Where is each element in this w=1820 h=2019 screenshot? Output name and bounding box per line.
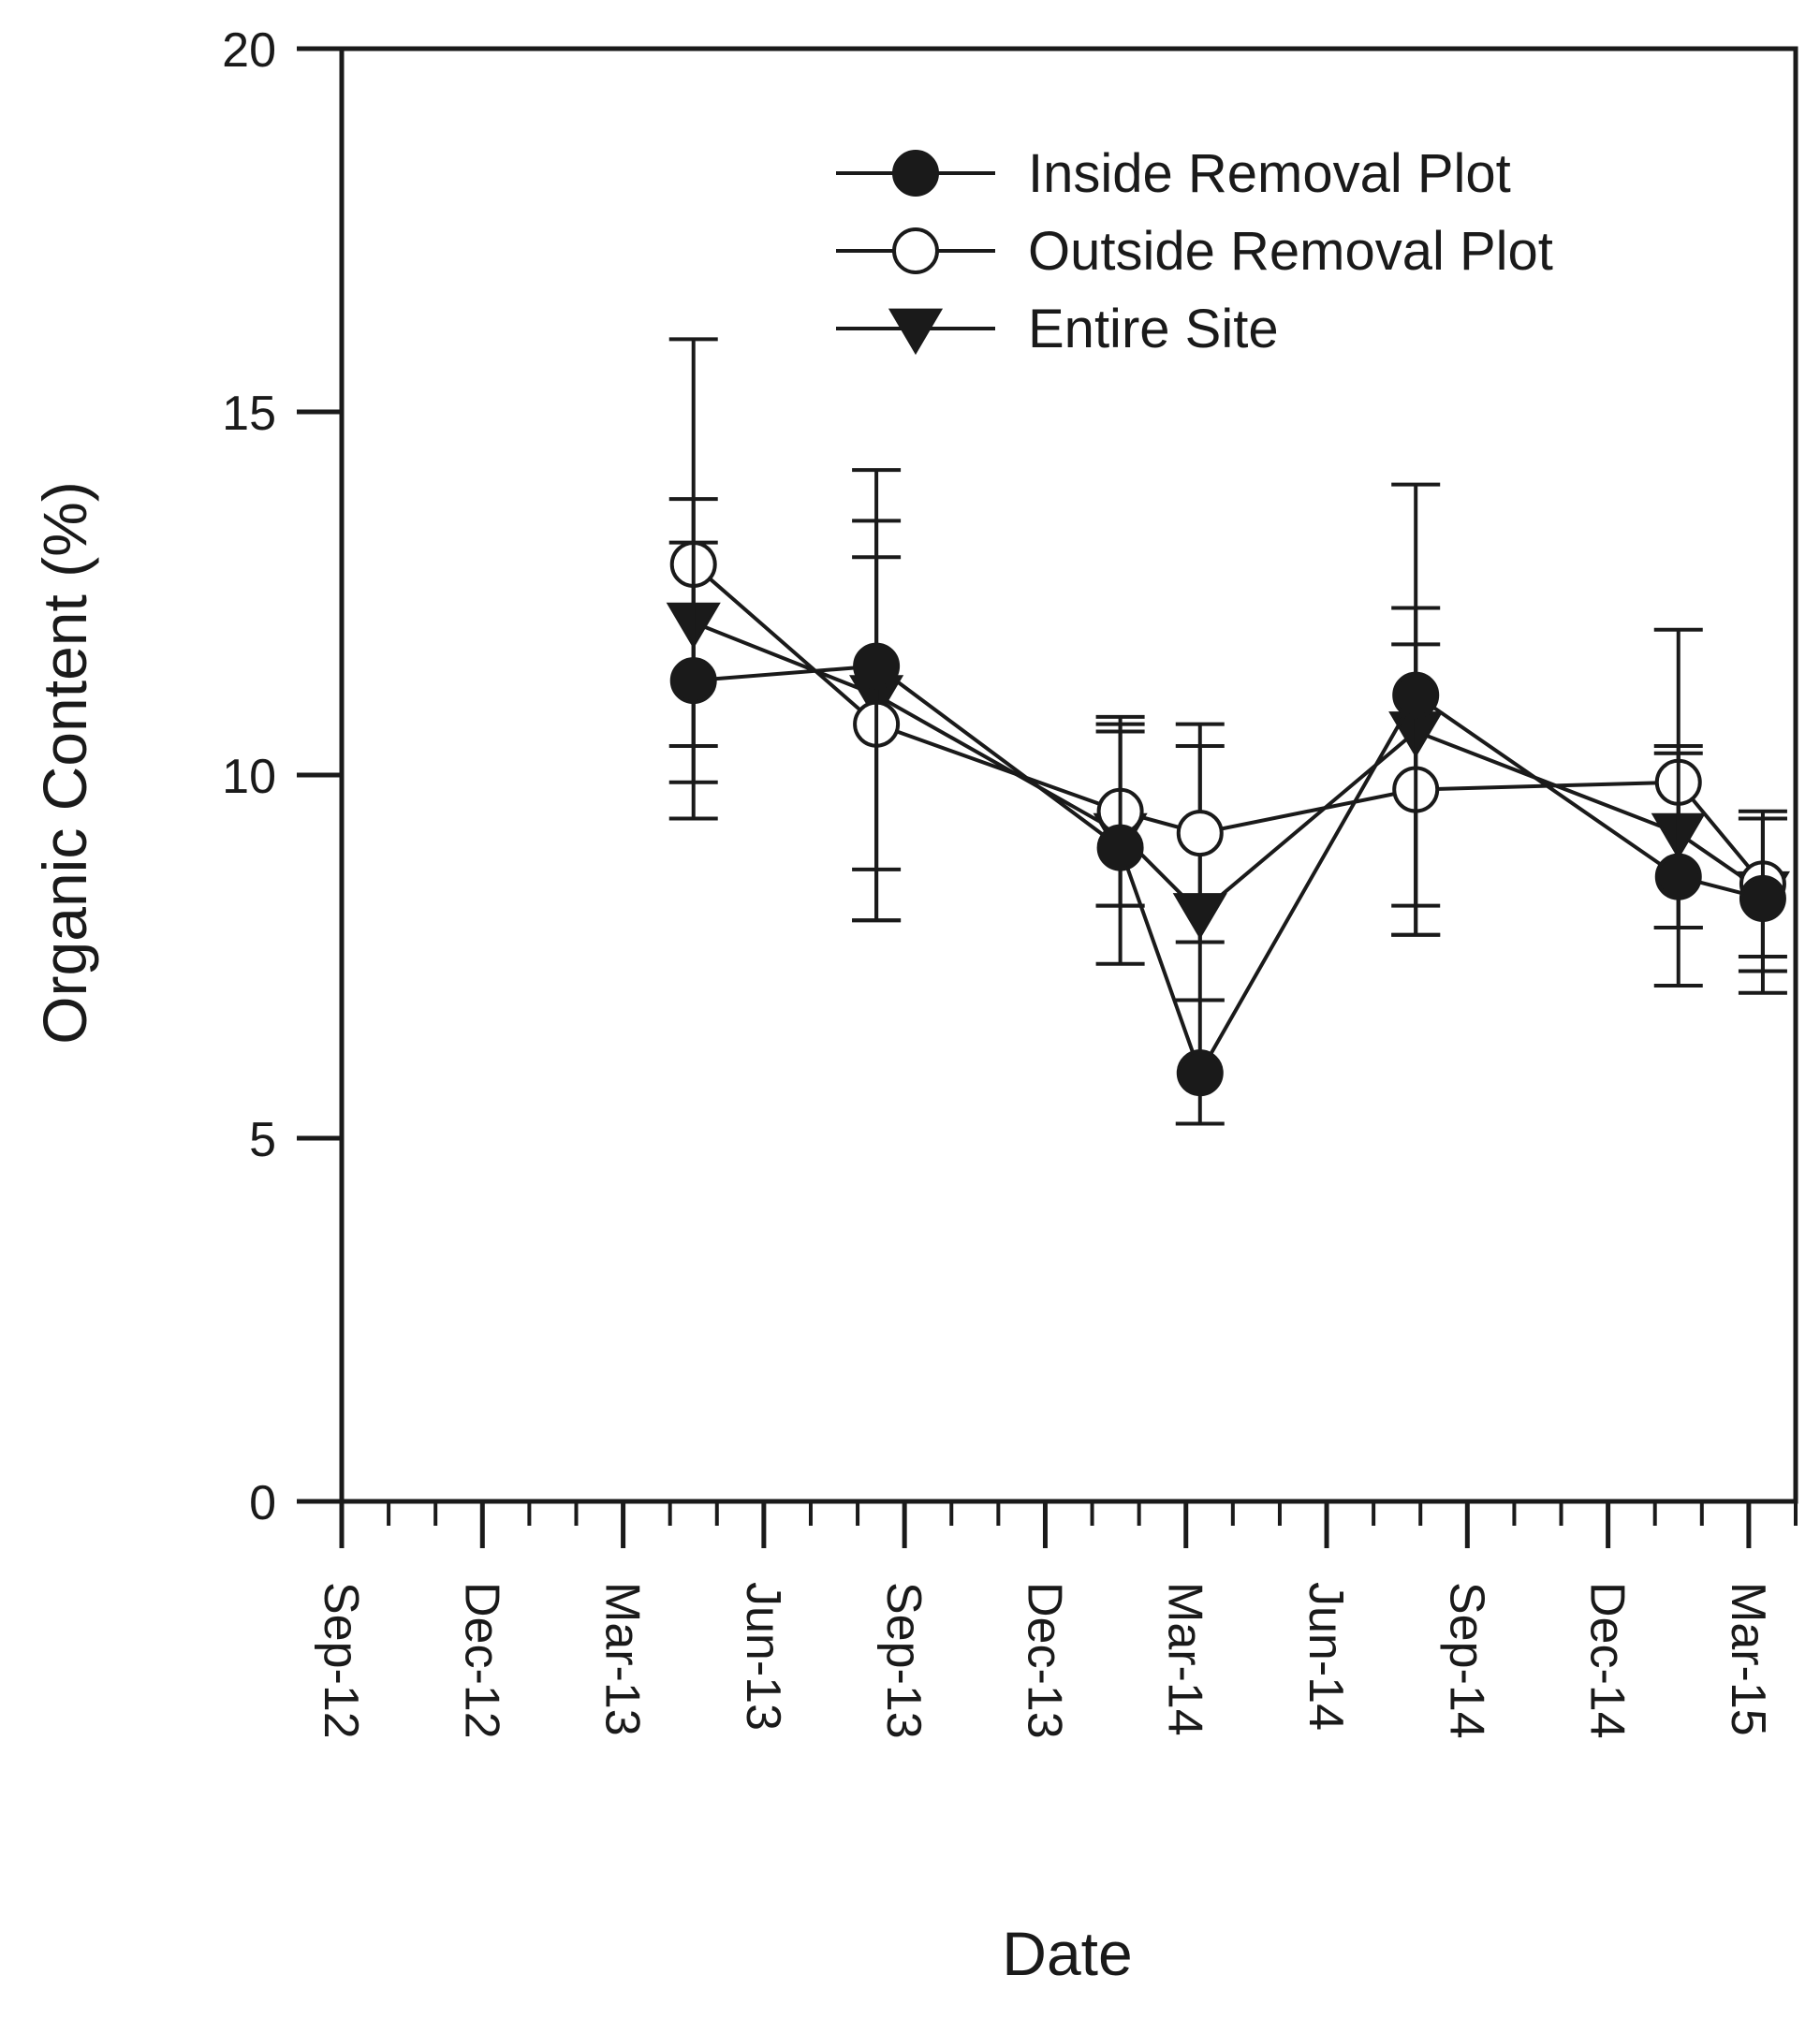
data-point [853,642,901,690]
x-axis-title: Date [1002,1919,1132,1988]
series-outside-removal-plot [668,337,1787,973]
legend-label: Entire Site [1028,299,1279,359]
legend-item: Entire Site [836,299,1279,359]
x-tick-label: Mar-14 [1158,1582,1212,1736]
x-tick-label: Mar-13 [595,1582,650,1736]
y-tick-label: 20 [222,23,276,78]
data-point [1392,671,1440,719]
legend-marker [888,308,944,356]
legend: Inside Removal Plot Outside Removal Plot E… [836,143,1553,359]
data-point [1096,824,1144,871]
x-tick-label: Mar-15 [1721,1582,1775,1736]
y-tick-label: 5 [249,1113,276,1167]
y-axis-title: Organic Content (%) [30,481,99,1045]
series-layer [666,337,1791,1126]
x-tick-label: Dec-12 [454,1582,508,1739]
legend-label: Outside Removal Plot [1028,221,1553,282]
data-point [669,657,717,705]
x-tick-label: Dec-13 [1017,1582,1071,1739]
legend-item: Outside Removal Plot [836,221,1553,282]
x-tick-label: Sep-14 [1439,1582,1493,1739]
series-entire-site [666,519,1791,1002]
x-tick-label: Sep-13 [876,1582,931,1739]
data-point [1654,853,1702,900]
x-tick-label: Sep-12 [314,1582,368,1739]
x-tick-label: Dec-14 [1580,1582,1635,1739]
x-tick-label: Jun-14 [1299,1582,1353,1731]
data-point [1176,1049,1224,1097]
series-inside-removal-plot [668,468,1787,1126]
data-point [1739,874,1786,922]
x-axis-ticks: Sep-12 Dec-12 Mar-13 Jun-13 Sep-13 Dec-13 Mar-… [314,1501,1798,1739]
data-point [1176,810,1224,857]
y-tick-label: 10 [222,750,276,804]
legend-marker [892,150,939,197]
y-axis-ticks: 0 5 10 15 20 [222,23,342,1530]
x-tick-label: Jun-13 [736,1582,790,1731]
legend-marker [892,227,939,274]
legend-label: Inside Removal Plot [1028,143,1511,204]
legend-item: Inside Removal Plot [836,143,1511,204]
y-tick-label: 0 [249,1476,276,1530]
y-tick-label: 15 [222,387,276,441]
